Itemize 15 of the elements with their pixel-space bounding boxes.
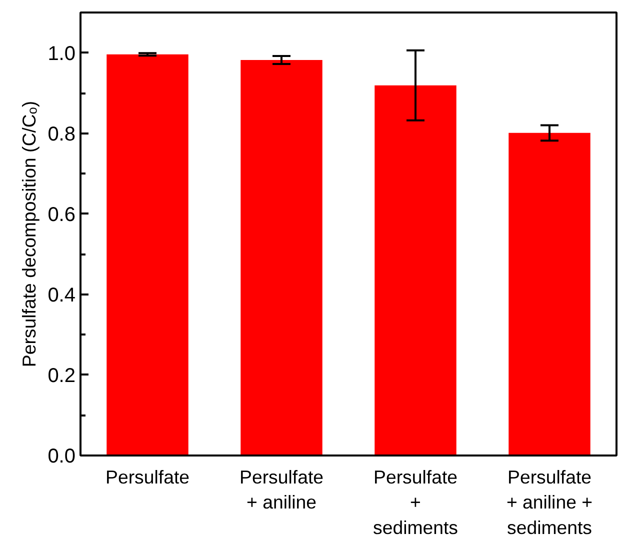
x-tick-label: Persulfate + sediments [372,466,458,538]
bar [106,54,188,456]
y-tick-label: 0.2 [48,364,76,387]
bar [508,132,590,456]
bar [240,60,322,456]
y-tick-label: 0.6 [48,204,76,226]
y-tick-label: 0.0 [48,446,76,468]
y-tick-label: 0.8 [48,123,76,146]
y-axis-title: Persulfate decomposition (C/Cₒ) [18,100,40,368]
bar [374,85,456,456]
y-tick-label: 1.0 [48,42,76,65]
x-tick-label: Persulfate + aniline [240,466,324,513]
y-tick-label: 0.4 [48,284,76,306]
x-tick-label: Persulfate + aniline + sediments [506,466,593,538]
x-tick-label: Persulfate [106,466,190,488]
